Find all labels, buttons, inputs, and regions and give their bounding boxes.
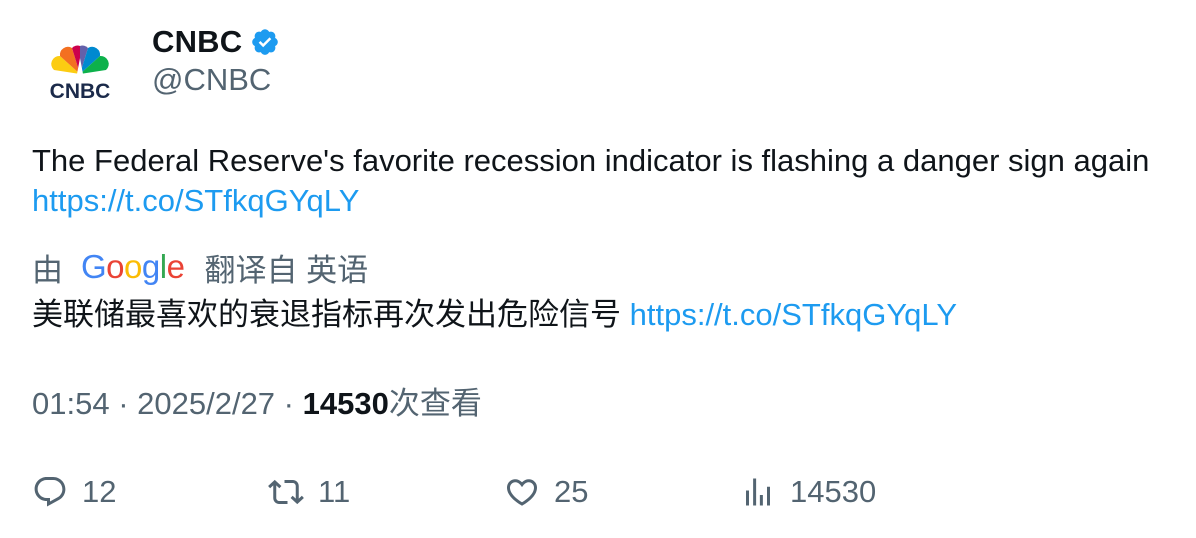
reply-icon [34, 477, 66, 507]
tweet-date[interactable]: 2025/2/27 [137, 386, 276, 421]
retweet-icon [268, 479, 304, 505]
views-action-count: 14530 [790, 474, 877, 509]
tweet-meta: 01:54 · 2025/2/27 · 14530次查看 [32, 386, 482, 421]
translated-body: 美联储最喜欢的衰退指标再次发出危险信号 [32, 297, 630, 332]
views-label: 次查看 [388, 386, 482, 421]
reply-count: 12 [82, 474, 117, 509]
retweet-button[interactable]: 11 [268, 470, 350, 514]
translation-prefix: 由 [32, 252, 63, 288]
reply-button[interactable]: 12 [32, 470, 116, 514]
bar-chart-icon [746, 478, 770, 506]
tweet-link[interactable]: https://t.co/STfkqGYqLY [32, 183, 360, 218]
views-count: 14530 [302, 386, 389, 421]
author-display-name[interactable]: CNBC [152, 24, 243, 59]
translation-attribution: 由 Google 翻译自 英语 [32, 246, 368, 288]
avatar-wordmark: CNBC [50, 80, 111, 103]
translation-suffix: 翻译自 英语 [204, 252, 369, 288]
avatar[interactable]: CNBC [32, 24, 128, 120]
verified-badge-icon[interactable] [250, 27, 280, 57]
heart-icon [506, 479, 538, 506]
tweet-text: The Federal Reserve's favorite recession… [32, 141, 1152, 221]
google-logo-icon[interactable]: Google [81, 248, 185, 285]
cnbc-peacock-logo: CNBC [50, 45, 111, 103]
translated-link[interactable]: https://t.co/STfkqGYqLY [629, 297, 958, 332]
author-handle[interactable]: @CNBC [152, 62, 272, 97]
like-button[interactable]: 25 [504, 470, 588, 514]
retweet-count: 11 [318, 474, 351, 509]
like-count: 25 [554, 474, 589, 509]
tweet-time[interactable]: 01:54 [32, 386, 110, 421]
tweet-body: The Federal Reserve's favorite recession… [32, 143, 1150, 178]
translated-tweet-text: 美联储最喜欢的衰退指标再次发出危险信号 https://t.co/STfkqGY… [32, 295, 957, 335]
author-name-row: CNBC [152, 22, 280, 62]
views-button[interactable]: 14530 [740, 470, 876, 514]
